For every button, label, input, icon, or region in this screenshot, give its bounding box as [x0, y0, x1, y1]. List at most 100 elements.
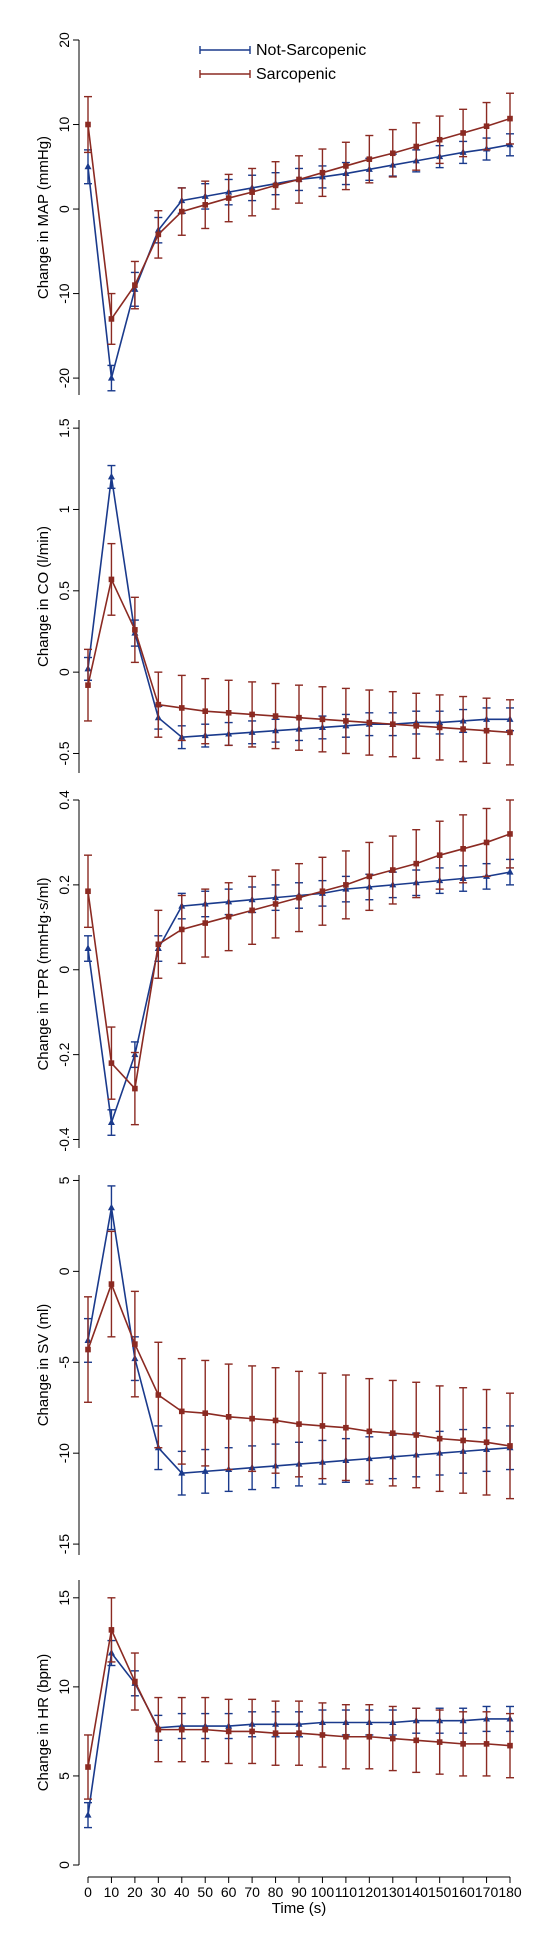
y-tick-label: 0.4 — [56, 790, 72, 810]
square-marker — [319, 169, 326, 176]
x-tick-label: 120 — [358, 1884, 382, 1900]
square-marker — [85, 121, 91, 128]
square-marker — [296, 714, 302, 721]
x-tick-label: 40 — [174, 1884, 190, 1900]
x-tick-label: 150 — [428, 1884, 452, 1900]
y-axis-title: Change in MAP (mmHg) — [35, 136, 52, 299]
square-marker — [108, 576, 115, 583]
x-tick-label: 30 — [151, 1884, 167, 1900]
square-marker — [483, 727, 490, 734]
y-tick-label: -10 — [56, 283, 72, 303]
y-tick-label: 15 — [56, 1590, 72, 1606]
y-tick-label: 0.5 — [56, 581, 72, 601]
x-tick-label: 80 — [268, 1884, 284, 1900]
square-marker — [155, 1392, 162, 1398]
square-marker — [460, 846, 466, 852]
square-marker — [296, 1421, 302, 1427]
square-marker — [202, 1410, 209, 1416]
square-marker — [249, 189, 255, 195]
square-marker — [108, 316, 115, 322]
y-tick-label: 10 — [56, 117, 72, 133]
square-marker — [389, 867, 396, 873]
y-tick-label: 5 — [56, 1772, 72, 1780]
square-marker — [178, 705, 185, 711]
square-marker — [272, 182, 279, 189]
square-marker — [85, 1764, 91, 1770]
square-marker — [436, 136, 443, 143]
square-marker — [389, 1430, 396, 1436]
square-marker — [319, 716, 326, 723]
square-marker — [202, 202, 209, 208]
square-marker — [319, 1732, 326, 1738]
triangle-marker — [107, 472, 115, 480]
series-sarcopenic — [84, 542, 514, 766]
triangle-marker — [506, 868, 514, 875]
x-tick-label: 90 — [291, 1884, 307, 1900]
square-marker — [507, 115, 513, 122]
square-marker — [225, 1414, 232, 1420]
panel-4: -15 -10 -5 0 5 Change in SV (ml) — [35, 1175, 514, 1555]
square-marker — [413, 860, 420, 867]
x-tick-label: 180 — [498, 1884, 522, 1900]
y-tick-label: -15 — [56, 1534, 72, 1554]
square-marker — [413, 723, 420, 729]
square-marker — [178, 208, 185, 215]
triangle-marker — [178, 1469, 186, 1476]
square-marker — [436, 1435, 443, 1442]
square-marker — [389, 721, 396, 727]
x-tick-label: 130 — [381, 1884, 405, 1900]
square-marker — [343, 1424, 349, 1431]
x-tick-label: 160 — [451, 1884, 475, 1900]
triangle-marker — [107, 374, 115, 381]
square-marker — [85, 888, 91, 895]
y-tick-label: 1.5 — [56, 418, 72, 438]
legend-label: Not-Sarcopenic — [256, 42, 366, 59]
panel-5: 0 5 10 15 Change in HR (bpm) 0 10 20 30 40 50 60 70 8… — [35, 1580, 522, 1917]
square-marker — [108, 1281, 115, 1287]
y-tick-label: -5 — [56, 1356, 72, 1369]
triangle-marker — [201, 1467, 209, 1474]
triangle-marker — [107, 1203, 115, 1211]
square-marker — [108, 1627, 115, 1633]
y-tick-label: 20 — [56, 32, 72, 48]
square-marker — [343, 1733, 349, 1740]
y-tick-label: 0 — [56, 966, 72, 974]
square-marker — [155, 941, 162, 948]
square-marker — [225, 195, 232, 201]
square-marker — [225, 1728, 232, 1735]
legend: Not-Sarcopenic Sarcopenic — [199, 42, 366, 83]
square-marker — [225, 913, 232, 920]
series-line — [87, 117, 511, 322]
series-sarcopenic — [84, 1597, 514, 1800]
x-tick-label: 20 — [127, 1884, 143, 1900]
square-marker — [249, 711, 255, 718]
square-marker — [85, 682, 91, 688]
square-marker — [202, 920, 209, 926]
square-marker — [343, 882, 349, 888]
x-tick-label: 50 — [197, 1884, 213, 1900]
triangle-marker — [84, 162, 92, 170]
square-marker — [483, 1439, 490, 1446]
square-marker — [272, 713, 279, 719]
square-marker — [296, 894, 302, 901]
series-sarcopenic — [84, 799, 514, 1126]
square-marker — [272, 1730, 279, 1736]
square-marker — [108, 1060, 115, 1066]
square-marker — [413, 1737, 420, 1744]
square-marker — [296, 176, 302, 183]
square-marker — [296, 1730, 302, 1736]
panel-2: -0.5 0 0.5 1 1.5 Change in CO (l/min) — [35, 418, 514, 773]
square-marker — [178, 1408, 185, 1415]
square-marker — [85, 1346, 91, 1353]
square-marker — [483, 839, 490, 846]
triangle-marker — [84, 1811, 92, 1818]
triangle-marker — [84, 944, 92, 952]
legend-item-sarcopenic: Sarcopenic — [199, 66, 336, 83]
square-marker — [132, 1678, 138, 1685]
x-tick-label: 140 — [405, 1884, 429, 1900]
square-marker — [319, 888, 326, 895]
x-tick-label: 70 — [244, 1884, 260, 1900]
square-marker — [178, 926, 185, 933]
square-marker — [413, 1432, 420, 1438]
